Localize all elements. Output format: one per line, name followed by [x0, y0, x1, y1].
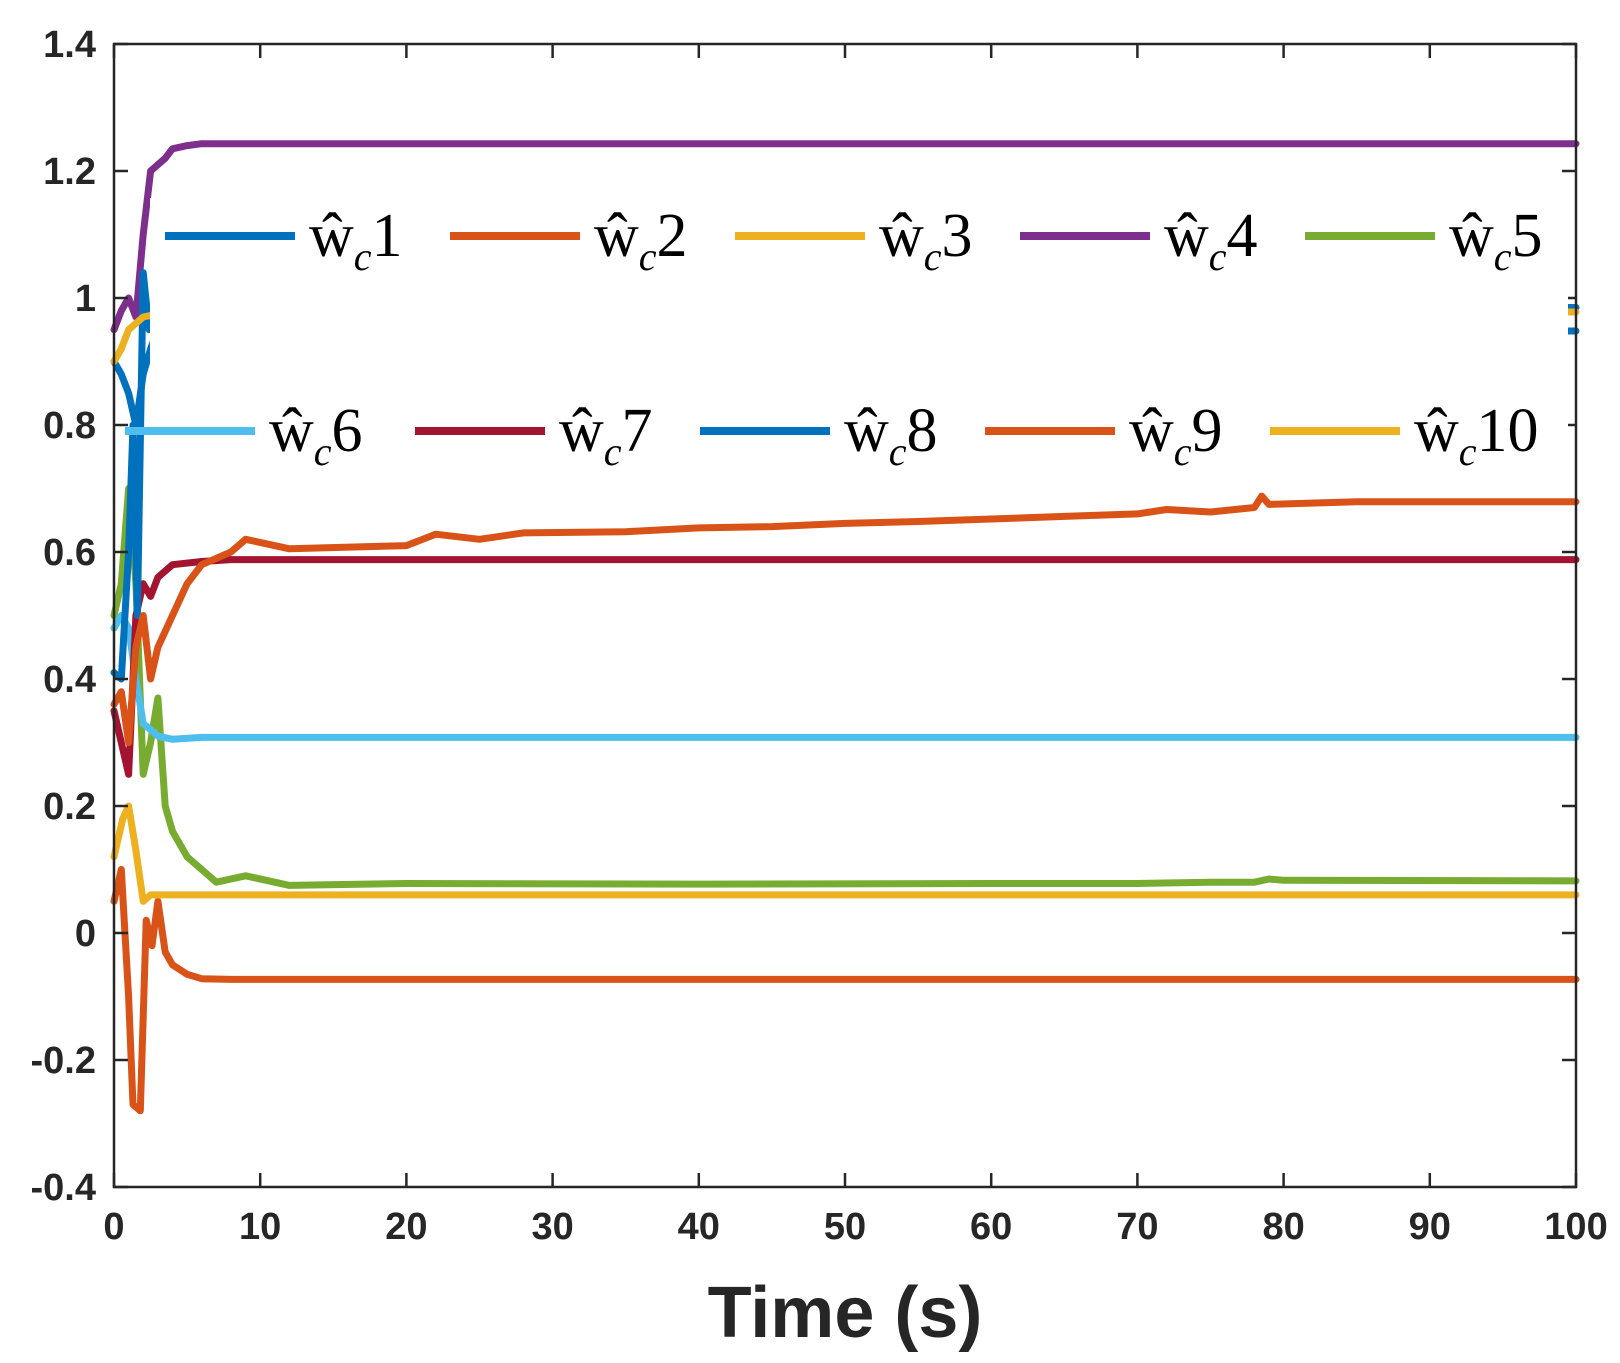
y-tick-label: 1	[75, 278, 96, 320]
x-tick-label: 100	[1544, 1206, 1607, 1248]
series-line-wc3	[110, 802, 1580, 905]
legend-label-wc5: ŵc5	[1449, 202, 1543, 279]
legend-label-wc10: ŵc10	[1414, 397, 1539, 474]
ticks-group: 0 10 20 30 40 50 60 70 80 90 100 -0.4 -0.2 0 0.2 0.4 0.6…	[31, 24, 1608, 1248]
y-tick-label: 0.6	[43, 532, 96, 574]
x-axis-label: Time (s)	[708, 1273, 983, 1353]
y-tick-label: 0.4	[43, 659, 96, 701]
y-tick-label: -0.4	[31, 1167, 96, 1209]
series-line-wc2	[110, 866, 1580, 1115]
y-tick-label: 1.2	[43, 151, 96, 193]
legend: ŵc1 ŵc2 ŵc3 ŵc4 ŵc5 ŵc6 ŵc7 ŵc8 ŵc9 ŵc10	[125, 198, 1568, 488]
x-tick-label: 90	[1409, 1206, 1451, 1248]
series-line-wc4	[110, 140, 1580, 334]
legend-label-wc9: ŵc9	[1129, 397, 1223, 474]
y-tick-label: 0.2	[43, 786, 96, 828]
series-line-wc9	[110, 492, 1580, 746]
x-tick-label: 80	[1262, 1206, 1304, 1248]
legend-label-wc8: ŵc8	[844, 397, 938, 474]
legend-label-wc4: ŵc4	[1164, 202, 1258, 279]
x-tick-label: 10	[239, 1206, 281, 1248]
y-tick-label: 0	[75, 913, 96, 955]
legend-label-wc3: ŵc3	[879, 202, 973, 279]
legend-label-wc1: ŵc1	[309, 202, 403, 279]
y-tick-label: 0.8	[43, 405, 96, 447]
x-tick-label: 50	[824, 1206, 866, 1248]
legend-label-wc6: ŵc6	[269, 397, 363, 474]
x-tick-label: 20	[385, 1206, 427, 1248]
series-line-wc7	[110, 556, 1580, 778]
x-tick-label: 30	[531, 1206, 573, 1248]
x-tick-label: 0	[103, 1206, 124, 1248]
x-tick-label: 40	[678, 1206, 720, 1248]
legend-label-wc2: ŵc2	[594, 202, 688, 279]
x-tick-label: 70	[1116, 1206, 1158, 1248]
y-tick-label: 1.4	[43, 24, 96, 66]
legend-label-wc7: ŵc7	[559, 397, 653, 474]
legend-background	[150, 198, 1568, 488]
y-tick-label: -0.2	[31, 1040, 96, 1082]
x-tick-label: 60	[970, 1206, 1012, 1248]
